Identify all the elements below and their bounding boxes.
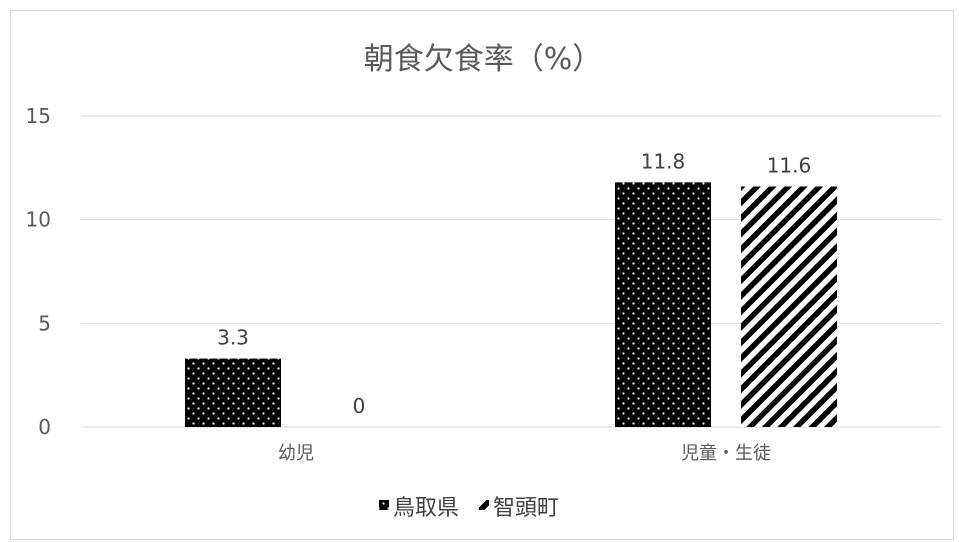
data-labels: 3.3 0 11.8 11.6 — [217, 149, 811, 418]
y-tick-label: 10 — [26, 208, 51, 232]
legend: 鳥取県 智頭町 — [379, 496, 559, 521]
y-axis-ticks: 0 5 10 15 — [26, 104, 51, 439]
legend-swatch — [379, 500, 389, 510]
bar-chart: 朝食欠食率（%） 0 5 10 15 3.3 0 11.8 11.6 幼児 児童・生徒 鳥取県… — [26, 42, 941, 521]
bar — [741, 186, 837, 427]
chart-area: 朝食欠食率（%） 0 5 10 15 3.3 0 11.8 11.6 幼児 児童・生徒 鳥取県… — [10, 10, 954, 540]
category-label: 児童・生徒 — [681, 443, 771, 464]
x-axis-categories: 幼児 児童・生徒 — [278, 443, 771, 464]
bar — [185, 358, 281, 427]
data-label: 11.8 — [641, 149, 686, 173]
y-tick-label: 15 — [26, 104, 51, 128]
data-label: 11.6 — [767, 153, 812, 177]
data-label: 0 — [353, 394, 366, 418]
category-label: 幼児 — [278, 443, 314, 464]
y-tick-label: 0 — [38, 415, 51, 439]
legend-label: 智頭町 — [493, 496, 559, 521]
bar — [615, 182, 711, 427]
data-label: 3.3 — [217, 326, 249, 350]
y-tick-label: 5 — [38, 311, 51, 335]
legend-swatch — [479, 500, 489, 510]
bars — [185, 182, 837, 427]
chart-title: 朝食欠食率（%） — [364, 42, 603, 77]
legend-label: 鳥取県 — [393, 496, 459, 521]
